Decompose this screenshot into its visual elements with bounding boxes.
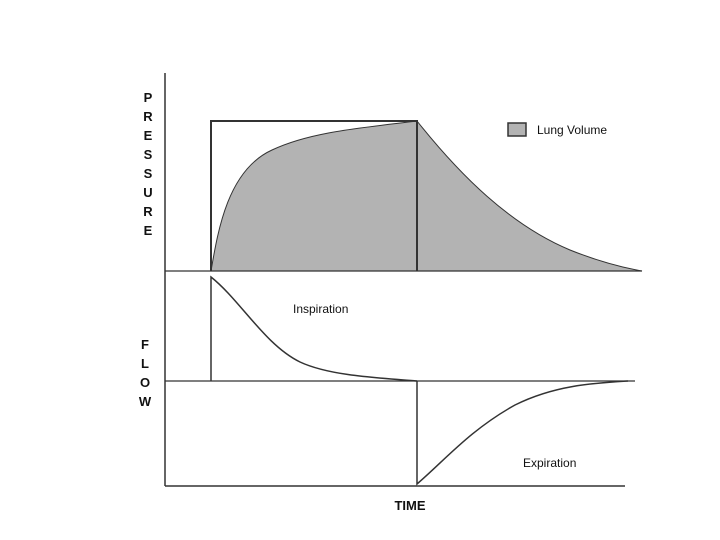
legend-label: Lung Volume [537, 123, 607, 137]
pressure-ylabel-letter: S [144, 147, 153, 162]
pressure-ylabel-letter: E [144, 223, 153, 238]
pressure-ylabel-letter: P [144, 90, 153, 105]
flow-ylabel-letter: L [141, 356, 149, 371]
legend-swatch [507, 122, 527, 137]
pressure-ylabel-letter: U [143, 185, 152, 200]
flow-ylabel-letter: F [141, 337, 149, 352]
axes: TIME [164, 73, 625, 513]
pressure-panel: P R E S S U R E Lung Volume [143, 90, 643, 272]
inspiration-label: Inspiration [293, 302, 348, 316]
flow-ylabel: F L O W [139, 337, 152, 409]
flow-ylabel-letter: O [140, 375, 150, 390]
legend: Lung Volume [507, 122, 607, 137]
pressure-ylabel-letter: S [144, 166, 153, 181]
expiration-label: Expiration [523, 456, 576, 470]
pressure-ylabel-letter: E [144, 128, 153, 143]
time-xlabel: TIME [394, 498, 425, 513]
pressure-waveform [210, 120, 418, 271]
pressure-ylabel: P R E S S U R E [143, 90, 153, 238]
flow-ylabel-letter: W [139, 394, 152, 409]
inspiratory-flow-curve [210, 275, 418, 382]
flow-panel: Inspiration Expiration F L O W [139, 275, 635, 486]
lung-volume-area [210, 120, 643, 272]
pressure-ylabel-letter: R [143, 109, 153, 124]
pressure-ylabel-letter: R [143, 204, 153, 219]
expiratory-flow-curve [416, 380, 629, 486]
